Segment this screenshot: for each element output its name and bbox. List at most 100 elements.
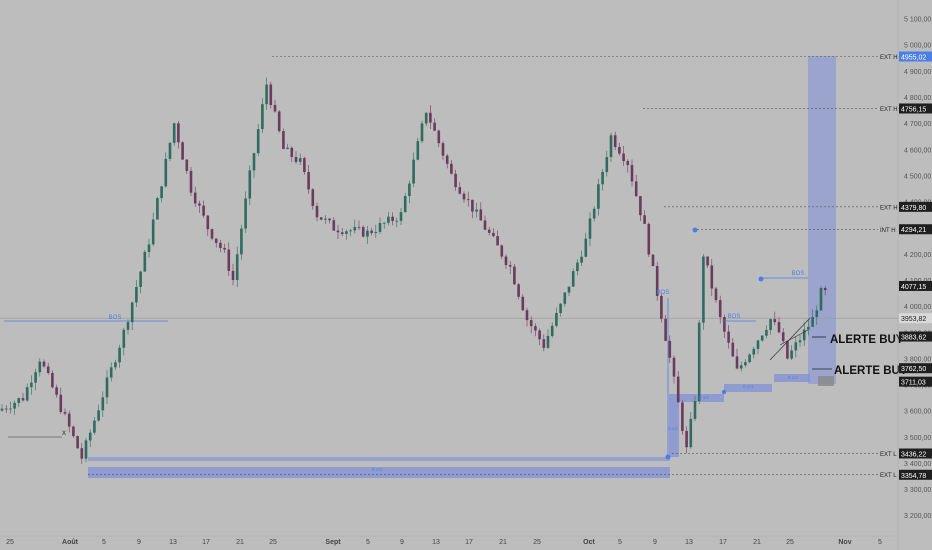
candle-body [706, 256, 709, 266]
target-zone [808, 56, 836, 384]
price-tag-bg [899, 469, 932, 480]
candle [189, 167, 193, 196]
candle [336, 224, 340, 239]
candle [164, 152, 168, 188]
candle-body [340, 232, 344, 234]
candle [584, 232, 588, 258]
candle-body [357, 226, 361, 228]
candle-body [693, 401, 697, 419]
x-tick-label: 5 [878, 539, 882, 546]
candle-body [676, 376, 680, 403]
candle [172, 122, 176, 146]
candle [500, 244, 504, 260]
candle [156, 196, 159, 220]
candle [240, 224, 243, 260]
candle [198, 200, 201, 213]
bos-label: BOS [792, 271, 805, 277]
fvg-label: 0 1/4 [699, 395, 710, 400]
candle [328, 217, 331, 224]
candle-body [441, 143, 445, 156]
candle [277, 110, 281, 133]
candle [471, 199, 474, 219]
candle [538, 328, 541, 346]
candle [185, 158, 189, 175]
candle [765, 325, 768, 339]
candle-body [613, 135, 617, 148]
y-tick-label: 4 700,00 [904, 121, 931, 128]
candle-body [571, 271, 575, 287]
candle-body [227, 249, 231, 271]
candle-body [773, 319, 777, 323]
candle-body [592, 208, 596, 219]
candle [433, 118, 436, 132]
candle [273, 99, 277, 113]
candle-body [328, 218, 331, 221]
trendline [769, 317, 811, 361]
price-tag: 4077,15 [899, 280, 932, 291]
candle [30, 375, 33, 395]
candle [483, 215, 487, 231]
candle [72, 425, 75, 438]
price-tag: 3711,03 [899, 376, 932, 387]
candle [731, 338, 735, 357]
candle [63, 408, 67, 416]
candle-body [576, 262, 579, 272]
candle [357, 220, 361, 231]
candle-body [67, 413, 71, 427]
price-tag-bg [899, 363, 932, 374]
candle-body [714, 288, 718, 301]
candle-body [433, 122, 436, 131]
candle [345, 229, 348, 240]
candle-body [143, 251, 147, 272]
price-tag-bg [899, 331, 932, 342]
candle [319, 217, 323, 221]
candle [580, 250, 583, 266]
candle [416, 137, 420, 161]
candle-body [315, 205, 319, 218]
candle [370, 227, 373, 236]
price-tag: 3354,78 [899, 469, 932, 480]
candle-body [185, 159, 189, 171]
candle-body [353, 226, 357, 231]
x-tick-label: 21 [499, 539, 507, 546]
candle [769, 318, 772, 335]
candle [84, 437, 88, 463]
candle-body [80, 448, 84, 459]
candle [487, 226, 491, 236]
candle-body [391, 216, 394, 221]
y-tick-label: 3 800,00 [904, 356, 931, 363]
level-label: EXT L [880, 473, 897, 479]
fvg-label: 0 1/4 [668, 426, 679, 431]
candle-body [177, 123, 180, 143]
candle [307, 164, 310, 194]
candle-body [605, 157, 609, 172]
candle [42, 359, 46, 368]
candle-body [500, 245, 504, 257]
time-axis[interactable]: 25 Août 5 9 13 17 21 25 Sept 5 9 13 17 21 25 Oct 5 9 13 17 2… [0, 535, 898, 546]
price-axis[interactable]: 5 100,00 5 000,00 4 900,00 4 800,00 4 700,00… [897, 0, 931, 550]
candle-body [345, 231, 348, 234]
candle [34, 368, 37, 391]
candle-body [462, 193, 466, 200]
x-tick-label: 9 [400, 539, 404, 546]
y-tick-label: 3 200,00 [904, 513, 931, 520]
candle [790, 345, 793, 361]
candle [672, 355, 676, 384]
price-tag-bg [899, 376, 932, 387]
candle-body [651, 254, 655, 267]
candle [126, 319, 130, 335]
candle [143, 249, 147, 272]
candle [550, 322, 554, 338]
candle-body [374, 231, 378, 233]
candle-body [248, 170, 252, 199]
candle [252, 152, 256, 178]
candle-body [21, 398, 25, 401]
candle [130, 301, 134, 330]
y-tick-label: 4 900,00 [904, 69, 931, 76]
candle [303, 156, 306, 175]
candle-body [588, 218, 592, 239]
candle-body [584, 238, 588, 257]
candle-body [361, 226, 365, 237]
candle-body [819, 288, 823, 311]
